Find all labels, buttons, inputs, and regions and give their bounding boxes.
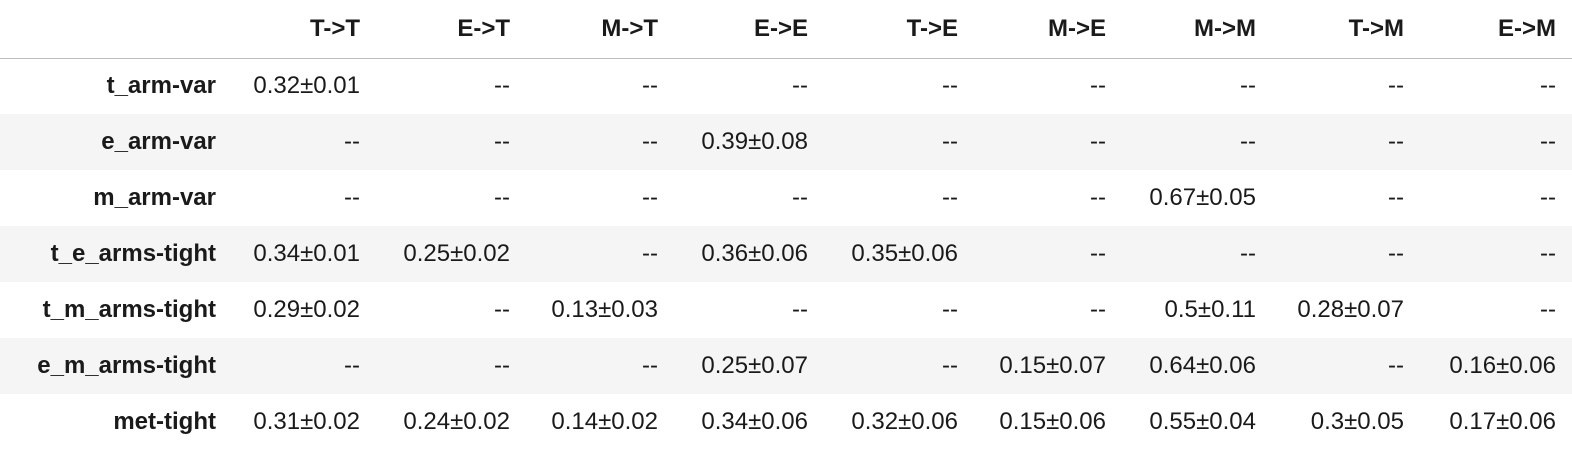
column-header: E->T bbox=[372, 0, 522, 59]
table-cell: -- bbox=[1540, 72, 1556, 100]
table-cell: -- bbox=[1090, 184, 1106, 211]
table-row: e_m_arms-tight -- -- -- 0.25±0.07 -- 0.1… bbox=[0, 338, 1572, 394]
table-row: met-tight 0.31±0.02 0.24±0.02 0.14±0.02 … bbox=[0, 394, 1572, 450]
table-cell: 0.36±0.06 bbox=[701, 240, 808, 267]
table-cell: 0.5±0.11 bbox=[1164, 296, 1256, 323]
table-cell: 0.16±0.06 bbox=[1449, 352, 1556, 379]
table-cell: -- bbox=[642, 240, 658, 267]
table-cell: -- bbox=[942, 128, 958, 155]
table-row: t_e_arms-tight 0.34±0.01 0.25±0.02 -- 0.… bbox=[0, 226, 1572, 282]
table-cell: 0.39±0.08 bbox=[701, 128, 808, 155]
table-cell: -- bbox=[1090, 240, 1106, 267]
column-header: E->M bbox=[1416, 0, 1572, 59]
table-cell: -- bbox=[1388, 352, 1404, 379]
table-row: e_arm-var -- -- -- 0.39±0.08 -- -- -- --… bbox=[0, 114, 1572, 170]
table-cell: -- bbox=[1240, 72, 1256, 100]
table-cell: -- bbox=[1090, 296, 1106, 323]
table-cell: -- bbox=[942, 352, 958, 379]
table-row: t_arm-var 0.32±0.01 -- -- -- -- -- -- --… bbox=[0, 58, 1572, 114]
table-cell: 0.35±0.06 bbox=[851, 240, 958, 267]
table-cell: -- bbox=[942, 184, 958, 211]
table-cell: -- bbox=[494, 72, 510, 100]
corner-header bbox=[0, 0, 226, 59]
table-cell: 0.24±0.02 bbox=[403, 408, 510, 435]
table-cell: -- bbox=[344, 352, 360, 379]
column-header: T->M bbox=[1268, 0, 1416, 59]
row-label: t_arm-var bbox=[106, 72, 216, 100]
table-cell: -- bbox=[1388, 240, 1404, 267]
column-header: E->E bbox=[670, 0, 820, 59]
column-header: T->T bbox=[226, 0, 372, 59]
table-cell: -- bbox=[1388, 72, 1404, 100]
column-header: M->T bbox=[522, 0, 670, 59]
table-row: t_m_arms-tight 0.29±0.02 -- 0.13±0.03 --… bbox=[0, 282, 1572, 338]
table-cell: -- bbox=[344, 128, 360, 155]
table-cell: -- bbox=[494, 184, 510, 211]
table-cell: 0.34±0.06 bbox=[701, 408, 808, 435]
table-cell: 0.15±0.07 bbox=[999, 352, 1106, 379]
column-header: T->E bbox=[820, 0, 970, 59]
table-cell: -- bbox=[1540, 296, 1556, 323]
table-cell: -- bbox=[1090, 128, 1106, 155]
table-cell: 0.29±0.02 bbox=[253, 296, 360, 323]
table-cell: -- bbox=[1540, 128, 1556, 155]
table-cell: 0.13±0.03 bbox=[551, 296, 658, 323]
table-cell: 0.25±0.07 bbox=[701, 352, 808, 379]
table-cell: -- bbox=[494, 128, 510, 155]
table-cell: -- bbox=[1240, 128, 1256, 155]
table-row: m_arm-var -- -- -- -- -- -- 0.67±0.05 --… bbox=[0, 170, 1572, 226]
table-cell: -- bbox=[642, 128, 658, 155]
row-label: t_e_arms-tight bbox=[50, 240, 216, 267]
table-cell: -- bbox=[1388, 128, 1404, 155]
table-cell: 0.15±0.06 bbox=[999, 408, 1106, 435]
table-cell: -- bbox=[792, 296, 808, 323]
table-cell: 0.31±0.02 bbox=[253, 408, 360, 435]
row-label: t_m_arms-tight bbox=[42, 296, 216, 323]
table-cell: -- bbox=[642, 184, 658, 211]
row-label: met-tight bbox=[113, 408, 216, 435]
column-header: M->E bbox=[970, 0, 1118, 59]
table-cell: 0.32±0.06 bbox=[851, 408, 958, 435]
row-label: m_arm-var bbox=[93, 184, 216, 211]
row-label: e_m_arms-tight bbox=[37, 352, 216, 379]
table-cell: 0.67±0.05 bbox=[1149, 184, 1256, 211]
table-cell: -- bbox=[942, 72, 958, 100]
table-cell: 0.32±0.01 bbox=[253, 72, 360, 100]
table-cell: 0.64±0.06 bbox=[1149, 352, 1256, 379]
table-cell: 0.14±0.02 bbox=[551, 408, 658, 435]
table-cell: 0.28±0.07 bbox=[1297, 296, 1404, 323]
table-cell: -- bbox=[642, 352, 658, 379]
header-row: T->T E->T M->T E->E T->E M->E M->M T->M … bbox=[0, 0, 1572, 59]
column-header: M->M bbox=[1118, 0, 1268, 59]
table-cell: 0.34±0.01 bbox=[253, 240, 360, 267]
table-cell: -- bbox=[792, 72, 808, 100]
table-cell: 0.25±0.02 bbox=[403, 240, 510, 267]
table-cell: -- bbox=[494, 296, 510, 323]
table-cell: -- bbox=[494, 352, 510, 379]
table-cell: -- bbox=[344, 184, 360, 211]
table-cell: -- bbox=[792, 184, 808, 211]
table-cell: -- bbox=[1388, 184, 1404, 211]
table-cell: -- bbox=[1240, 240, 1256, 267]
table-cell: 0.17±0.06 bbox=[1449, 408, 1556, 435]
table-cell: -- bbox=[1540, 240, 1556, 267]
table-cell: -- bbox=[1540, 184, 1556, 211]
table-cell: -- bbox=[942, 296, 958, 323]
table-cell: -- bbox=[1090, 72, 1106, 100]
table-cell: -- bbox=[642, 72, 658, 100]
table-cell: 0.55±0.04 bbox=[1149, 408, 1256, 435]
table-cell: 0.3±0.05 bbox=[1310, 408, 1404, 435]
row-label: e_arm-var bbox=[101, 128, 216, 155]
